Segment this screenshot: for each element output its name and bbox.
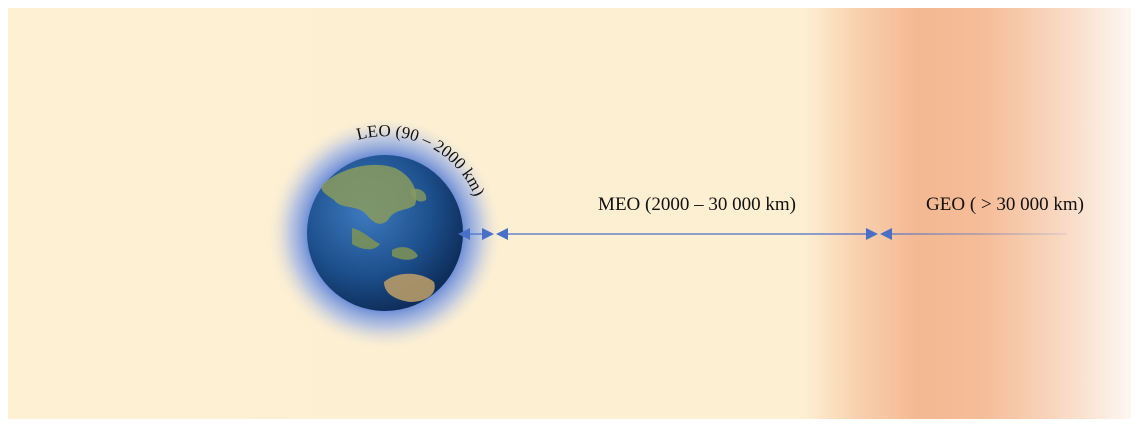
arrowhead (496, 228, 508, 240)
landmass (392, 247, 418, 260)
landmass (321, 164, 417, 224)
landmass (410, 188, 427, 202)
earth (267, 115, 503, 351)
meo-label: MEO (2000 – 30 000 km) (598, 194, 796, 215)
background (8, 8, 1131, 419)
arrowhead (880, 228, 892, 240)
geo-arrow-line (882, 233, 1067, 235)
arrowhead (482, 228, 494, 240)
landmass (352, 228, 380, 250)
geo-label: GEO ( > 30 000 km) (926, 194, 1084, 215)
landmass (384, 273, 435, 302)
arrowhead (866, 228, 878, 240)
arrows (458, 228, 1067, 240)
arrowhead (458, 228, 470, 240)
